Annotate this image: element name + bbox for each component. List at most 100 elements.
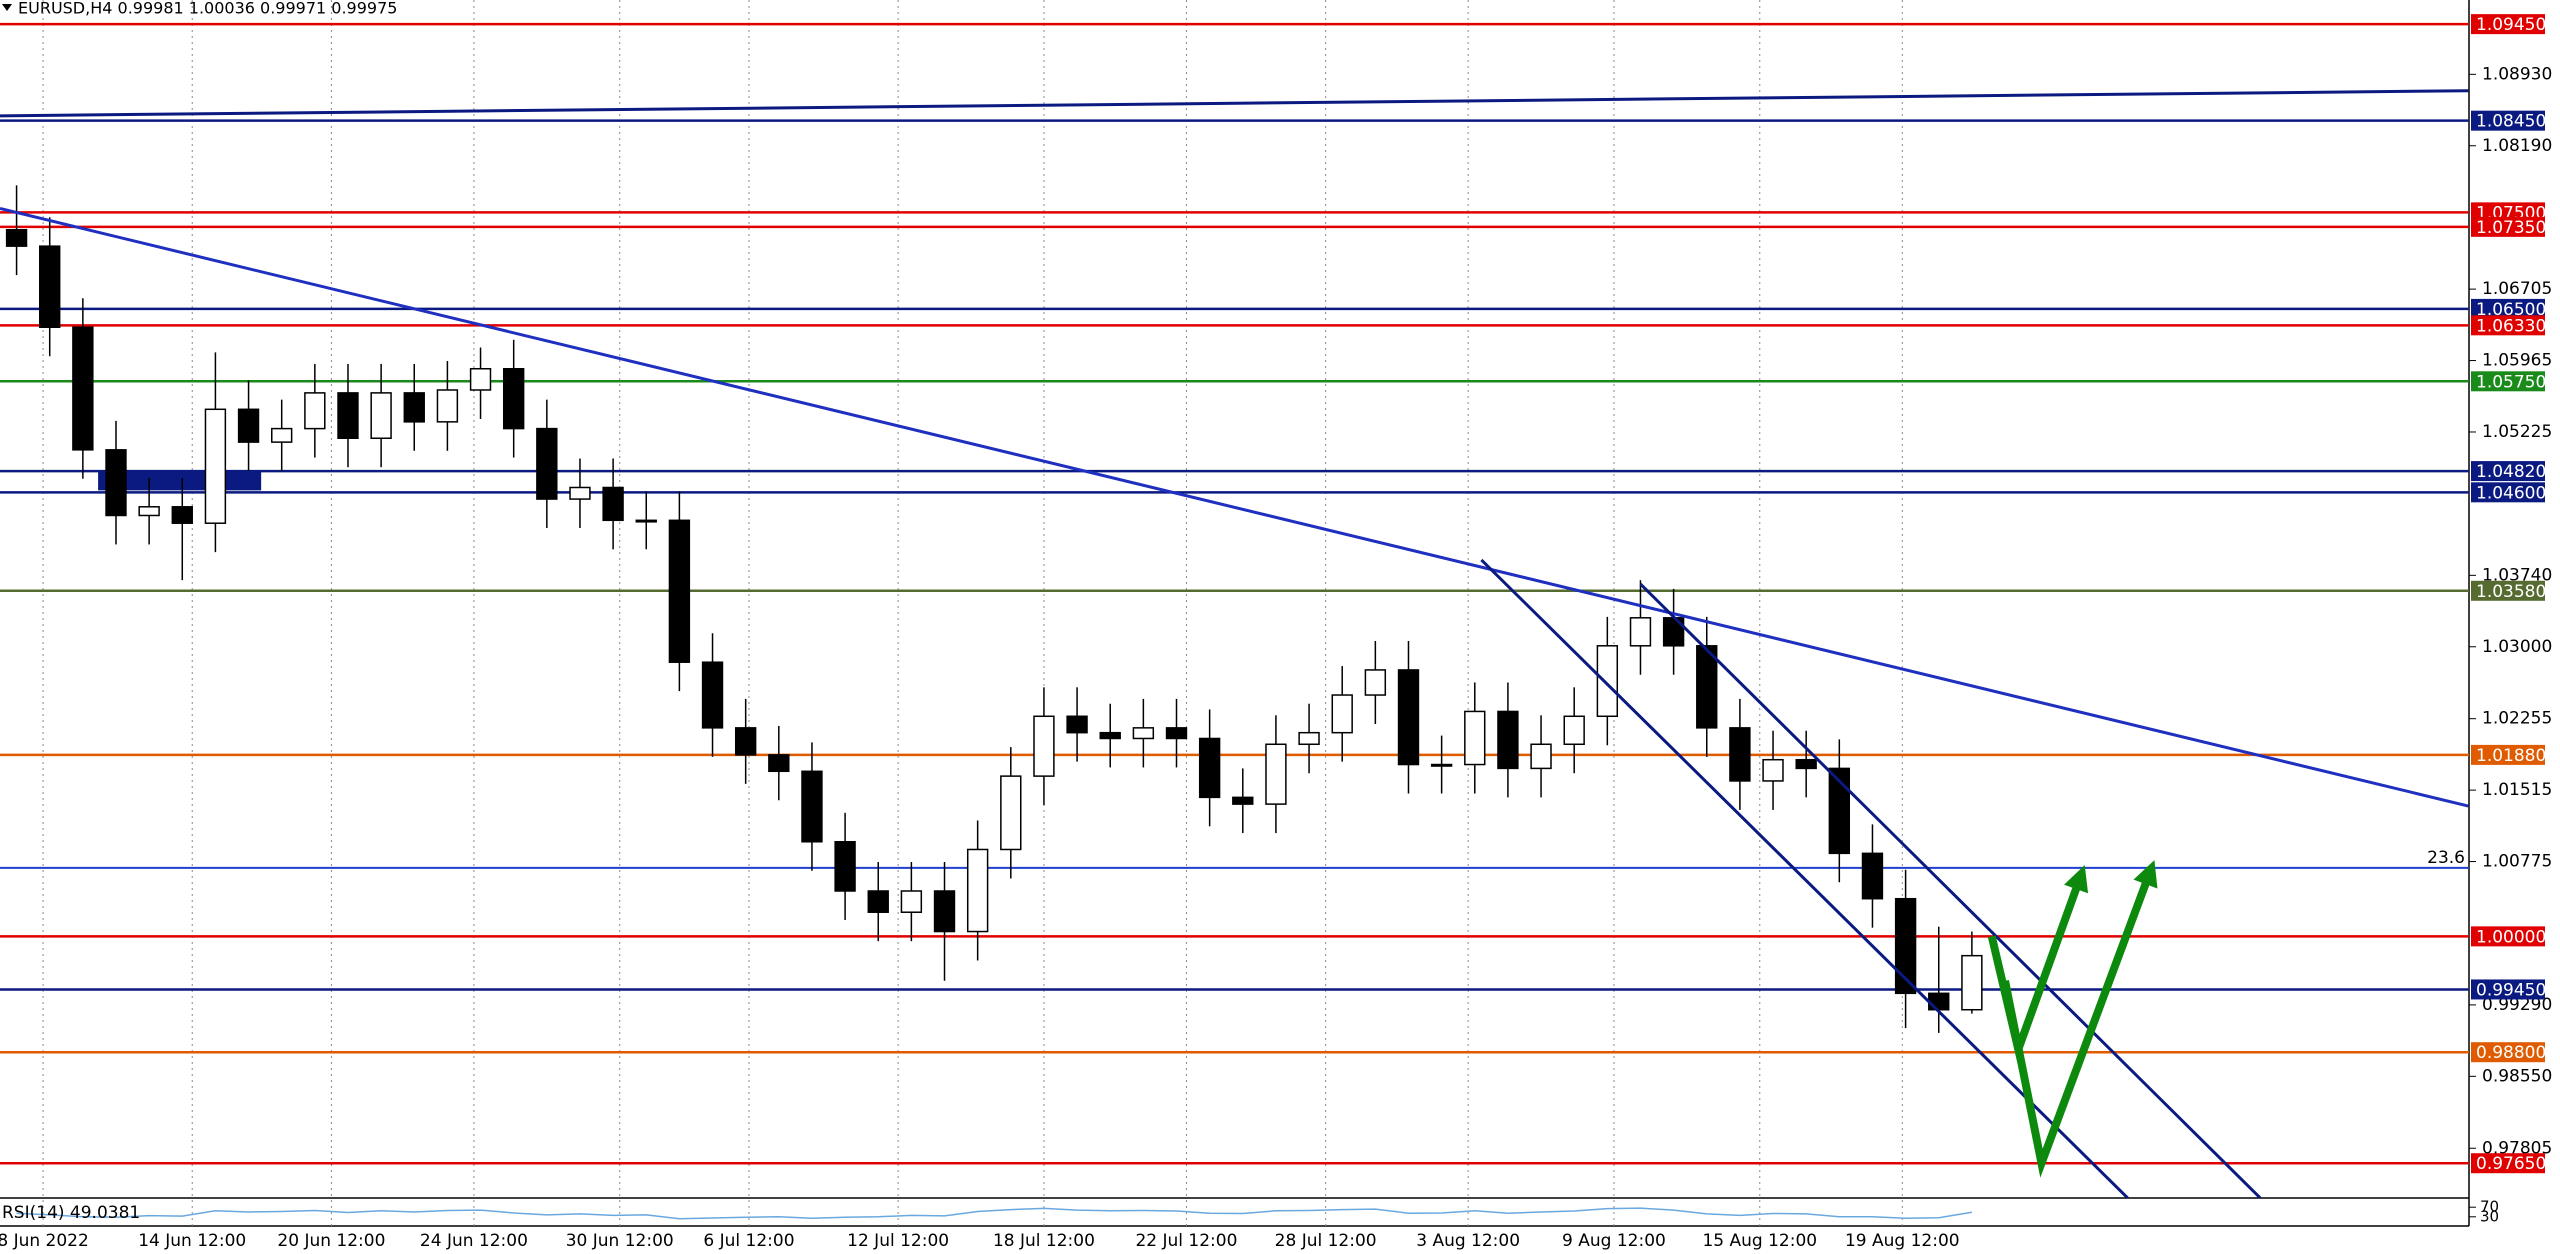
fib-label: 23.6 xyxy=(2427,848,2465,868)
x-tick-label: 8 Jun 2022 xyxy=(0,1231,89,1251)
level-label: 1.07350 xyxy=(2476,218,2546,238)
candle-body xyxy=(1165,727,1188,740)
candle-body xyxy=(1928,992,1950,1011)
level-label: 1.03580 xyxy=(2476,582,2546,602)
level-label: 0.98800 xyxy=(2476,1043,2546,1063)
rsi-label: RSI(14) 49.0381 xyxy=(2,1203,140,1223)
level-label-box xyxy=(2471,1153,2545,1174)
candle-body xyxy=(668,519,691,663)
rsi-tick-label: 30 xyxy=(2480,1207,2499,1225)
candle-body xyxy=(204,408,227,524)
candle-body xyxy=(171,506,193,524)
level-label-box xyxy=(2471,298,2545,319)
candle-body xyxy=(1961,954,1983,1011)
candle-body xyxy=(1596,645,1619,718)
candle-body xyxy=(734,727,757,756)
x-tick-label: 30 Jun 12:00 xyxy=(566,1231,674,1251)
y-tick-label: 1.03740 xyxy=(2482,565,2552,585)
candle-body xyxy=(304,392,326,430)
candle-body xyxy=(1397,669,1420,766)
level-label-box xyxy=(2471,744,2545,765)
candle-body xyxy=(569,486,591,500)
trendline xyxy=(1639,582,2262,1200)
x-tick-label: 15 Aug 12:00 xyxy=(1702,1231,1817,1251)
x-tick-label: 20 Jun 12:00 xyxy=(277,1231,385,1251)
candle-body xyxy=(1729,727,1751,782)
candle-body xyxy=(1132,727,1155,740)
level-label-box xyxy=(2471,580,2545,601)
y-tick-label: 1.03000 xyxy=(2482,637,2552,657)
candle-body xyxy=(1861,852,1884,900)
level-label-box xyxy=(2471,216,2545,237)
candle-body xyxy=(237,408,260,443)
level-label: 0.97650 xyxy=(2476,1154,2546,1174)
candle-body xyxy=(1265,743,1287,805)
level-label-box xyxy=(2471,979,2545,1000)
arrow xyxy=(2001,860,2158,1178)
level-label: 1.04600 xyxy=(2476,483,2546,503)
y-tick-label: 1.08190 xyxy=(2482,136,2552,156)
candle-body xyxy=(1464,710,1486,766)
candle-body xyxy=(1629,617,1652,647)
level-label: 1.08450 xyxy=(2476,112,2546,132)
candle-body xyxy=(1232,796,1254,805)
trendline xyxy=(0,207,2469,808)
x-tick-label: 14 Jun 12:00 xyxy=(138,1231,246,1251)
rsi-line xyxy=(16,1207,1973,1220)
candle-body xyxy=(1762,758,1784,782)
candle-body xyxy=(105,449,127,517)
level-label-box xyxy=(2471,371,2545,392)
candle-body xyxy=(1066,715,1088,734)
candle-body xyxy=(867,890,889,913)
level-label: 1.04820 xyxy=(2476,462,2546,482)
y-tick-label: 1.08930 xyxy=(2482,64,2552,84)
level-label-box xyxy=(2471,110,2545,131)
candle-body xyxy=(801,770,823,843)
candle-body xyxy=(1298,731,1320,746)
level-label: 1.06330 xyxy=(2476,316,2546,336)
level-label-box xyxy=(2471,926,2545,947)
x-tick-label: 28 Jul 12:00 xyxy=(1275,1231,1377,1251)
level-label-box xyxy=(2471,1042,2545,1063)
y-tick-label: 1.00775 xyxy=(2482,852,2552,872)
level-label: 1.09450 xyxy=(2476,15,2546,35)
level-label-box xyxy=(2471,315,2545,336)
trendline xyxy=(0,89,2469,118)
y-tick-label: 0.99290 xyxy=(2482,995,2552,1015)
chart-title: EURUSD,H4 0.99981 1.00036 0.99971 0.9997… xyxy=(18,0,397,18)
candle-body xyxy=(1430,763,1453,767)
candle-body xyxy=(1099,731,1121,740)
candle-body xyxy=(370,392,392,440)
x-tick-label: 19 Aug 12:00 xyxy=(1845,1231,1960,1251)
x-tick-label: 12 Jul 12:00 xyxy=(847,1231,949,1251)
y-tick-label: 1.05965 xyxy=(2482,351,2552,371)
menu-triangle xyxy=(2,4,12,11)
candle-body xyxy=(1364,669,1387,696)
x-tick-label: 9 Aug 12:00 xyxy=(1562,1231,1666,1251)
candle-body xyxy=(39,245,61,328)
candle-body xyxy=(768,754,790,773)
x-tick-label: 3 Aug 12:00 xyxy=(1416,1231,1520,1251)
candle-body xyxy=(1530,743,1552,770)
level-label: 1.05750 xyxy=(2476,372,2546,392)
candle-body xyxy=(1198,737,1221,799)
x-tick-label: 18 Jul 12:00 xyxy=(993,1231,1095,1251)
y-tick-label: 1.05225 xyxy=(2482,422,2552,442)
candle-body xyxy=(966,848,989,933)
candle-body xyxy=(1563,715,1585,746)
level-label-box xyxy=(2471,482,2545,503)
candle-body xyxy=(403,392,425,423)
candle-body xyxy=(834,841,856,892)
level-label: 1.01880 xyxy=(2476,746,2546,766)
candle-body xyxy=(138,506,160,517)
level-label-box xyxy=(2471,461,2545,482)
candle-body xyxy=(536,427,558,500)
y-tick-label: 0.98550 xyxy=(2482,1066,2552,1086)
candle-body xyxy=(1696,645,1718,729)
level-label-box xyxy=(2471,14,2545,35)
candle-body xyxy=(469,368,492,391)
